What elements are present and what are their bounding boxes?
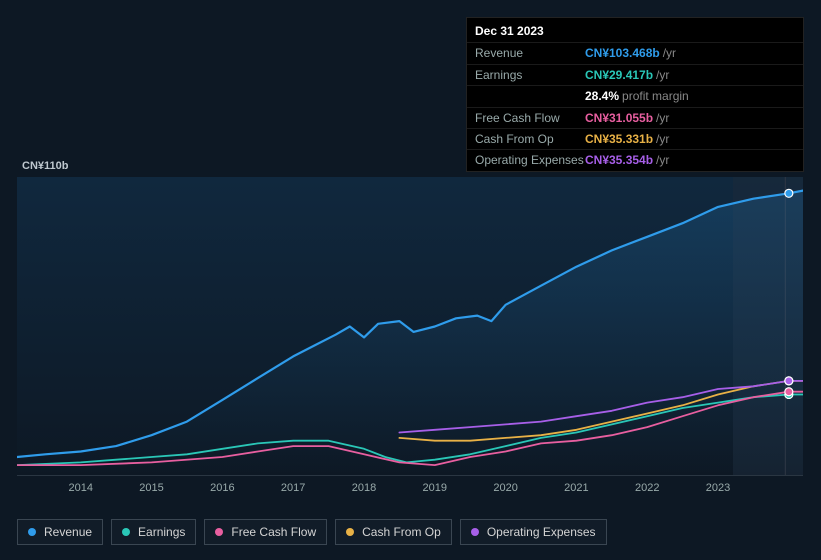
tooltip-value: CN¥103.468b [585, 46, 660, 60]
tooltip-label: Operating Expenses [475, 153, 585, 167]
tooltip-value: CN¥29.417b [585, 68, 653, 82]
x-axis-year: 2023 [706, 482, 730, 494]
legend-item-operating-expenses[interactable]: Operating Expenses [460, 519, 607, 545]
x-axis-year: 2019 [423, 482, 447, 494]
tooltip-unit: /yr [656, 153, 669, 167]
x-axis-year: 2017 [281, 482, 305, 494]
tooltip-row: 28.4%profit margin [467, 85, 803, 106]
legend-label: Cash From Op [362, 525, 441, 539]
chart-legend: Revenue Earnings Free Cash Flow Cash From O… [17, 519, 607, 545]
x-axis-year: 2015 [139, 482, 163, 494]
x-axis-year: 2014 [68, 482, 92, 494]
y-axis-max-label: CN¥110b [22, 160, 68, 172]
tooltip-row: Cash From OpCN¥35.331b/yr [467, 128, 803, 149]
tooltip-unit: /yr [656, 111, 669, 125]
line-chart[interactable] [17, 177, 803, 476]
legend-dot-icon [346, 528, 354, 536]
tooltip-value: CN¥35.354b [585, 153, 653, 167]
legend-item-free-cash-flow[interactable]: Free Cash Flow [204, 519, 327, 545]
chart-tooltip: Dec 31 2023 RevenueCN¥103.468b/yrEarning… [466, 17, 804, 172]
legend-label: Earnings [138, 525, 185, 539]
legend-label: Operating Expenses [487, 525, 596, 539]
legend-item-revenue[interactable]: Revenue [17, 519, 103, 545]
legend-label: Free Cash Flow [231, 525, 316, 539]
tooltip-unit: /yr [663, 46, 676, 60]
legend-dot-icon [471, 528, 479, 536]
tooltip-value: 28.4% [585, 89, 619, 103]
legend-dot-icon [122, 528, 130, 536]
x-axis-year: 2018 [352, 482, 376, 494]
tooltip-label: Earnings [475, 68, 585, 82]
x-axis-year: 2020 [493, 482, 517, 494]
tooltip-row: EarningsCN¥29.417b/yr [467, 64, 803, 85]
tooltip-value: CN¥35.331b [585, 132, 653, 146]
tooltip-row: Free Cash FlowCN¥31.055b/yr [467, 107, 803, 128]
tooltip-unit: /yr [656, 68, 669, 82]
tooltip-label [475, 89, 585, 103]
tooltip-label: Cash From Op [475, 132, 585, 146]
tooltip-unit: profit margin [622, 89, 689, 103]
legend-item-cash-from-op[interactable]: Cash From Op [335, 519, 452, 545]
tooltip-label: Revenue [475, 46, 585, 60]
legend-item-earnings[interactable]: Earnings [111, 519, 196, 545]
legend-label: Revenue [44, 525, 92, 539]
x-axis-labels: 2014 2015 2016 2017 2018 2019 2020 2021 2022 2023 [0, 482, 821, 502]
legend-dot-icon [215, 528, 223, 536]
x-axis-year: 2021 [564, 482, 588, 494]
legend-dot-icon [28, 528, 36, 536]
tooltip-row: RevenueCN¥103.468b/yr [467, 42, 803, 63]
tooltip-unit: /yr [656, 132, 669, 146]
tooltip-value: CN¥31.055b [585, 111, 653, 125]
tooltip-date: Dec 31 2023 [467, 18, 803, 42]
x-axis-year: 2016 [210, 482, 234, 494]
tooltip-label: Free Cash Flow [475, 111, 585, 125]
x-axis-year: 2022 [635, 482, 659, 494]
tooltip-row: Operating ExpensesCN¥35.354b/yr [467, 149, 803, 170]
